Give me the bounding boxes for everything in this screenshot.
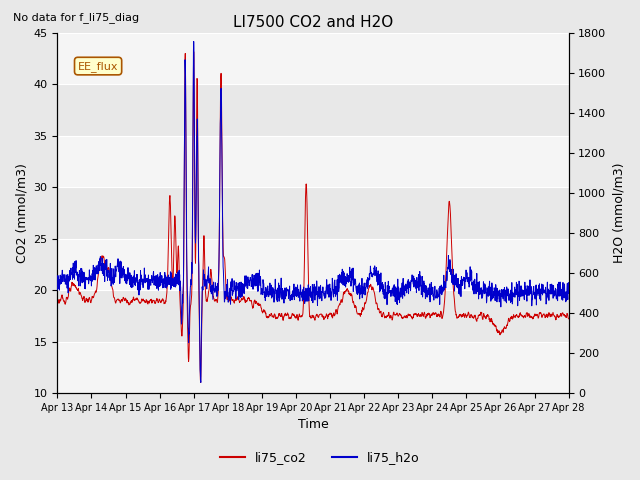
Bar bbox=[58, 84, 568, 135]
Y-axis label: H2O (mmol/m3): H2O (mmol/m3) bbox=[612, 163, 625, 263]
Bar bbox=[58, 33, 568, 84]
X-axis label: Time: Time bbox=[298, 419, 328, 432]
Bar bbox=[58, 135, 568, 187]
Bar bbox=[58, 342, 568, 393]
Legend: li75_co2, li75_h2o: li75_co2, li75_h2o bbox=[215, 446, 425, 469]
Title: LI7500 CO2 and H2O: LI7500 CO2 and H2O bbox=[233, 15, 393, 30]
Bar bbox=[58, 239, 568, 290]
Text: No data for f_li75_diag: No data for f_li75_diag bbox=[13, 12, 139, 23]
Text: EE_flux: EE_flux bbox=[78, 60, 118, 72]
Bar bbox=[58, 187, 568, 239]
Bar bbox=[58, 290, 568, 342]
Y-axis label: CO2 (mmol/m3): CO2 (mmol/m3) bbox=[15, 163, 28, 263]
